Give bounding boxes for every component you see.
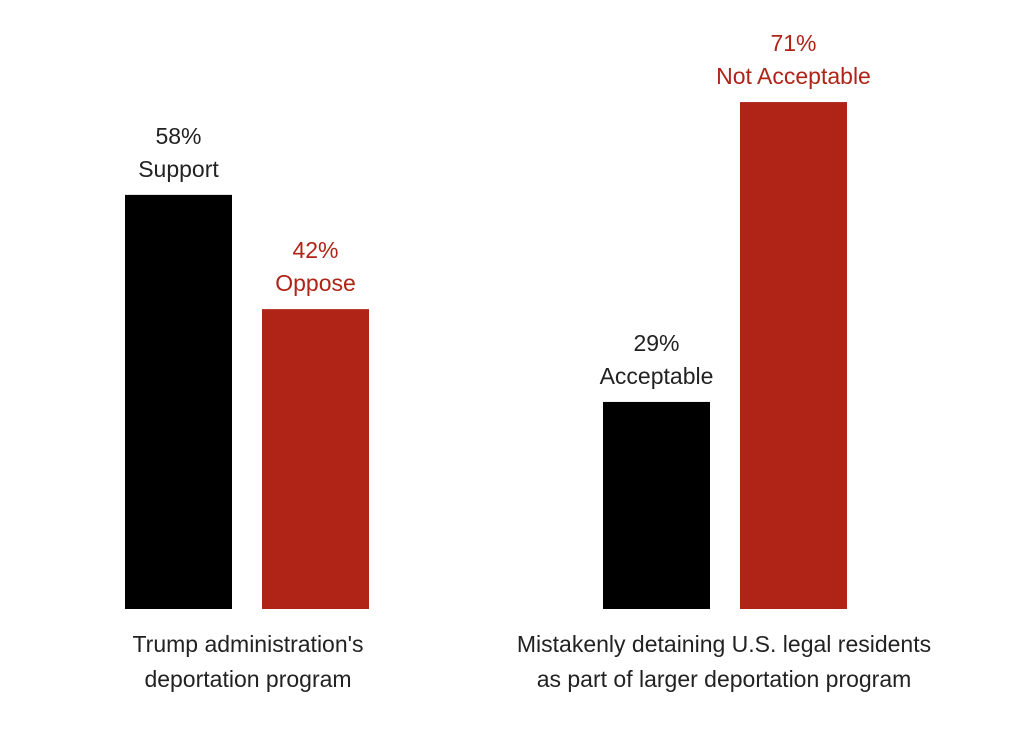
bar: [740, 102, 847, 609]
x-tick-label: as part of larger deportation program: [537, 666, 912, 692]
x-tick-label: deportation program: [144, 666, 351, 692]
bar: [262, 309, 369, 609]
bar: [125, 194, 232, 609]
x-tick-label: Mistakenly detaining U.S. legal resident…: [517, 631, 931, 657]
bar-category-label: Not Acceptable: [716, 63, 871, 89]
bar-category-label: Acceptable: [600, 363, 714, 389]
bar-value-label: 29%: [633, 330, 679, 356]
bar-category-label: Support: [138, 156, 219, 182]
bar-value-label: 42%: [292, 237, 338, 263]
bar-category-label: Oppose: [275, 270, 356, 296]
x-tick-label: Trump administration's: [132, 631, 363, 657]
bar-value-label: 71%: [770, 30, 816, 56]
bar-value-label: 58%: [155, 123, 201, 149]
bar: [603, 401, 710, 609]
